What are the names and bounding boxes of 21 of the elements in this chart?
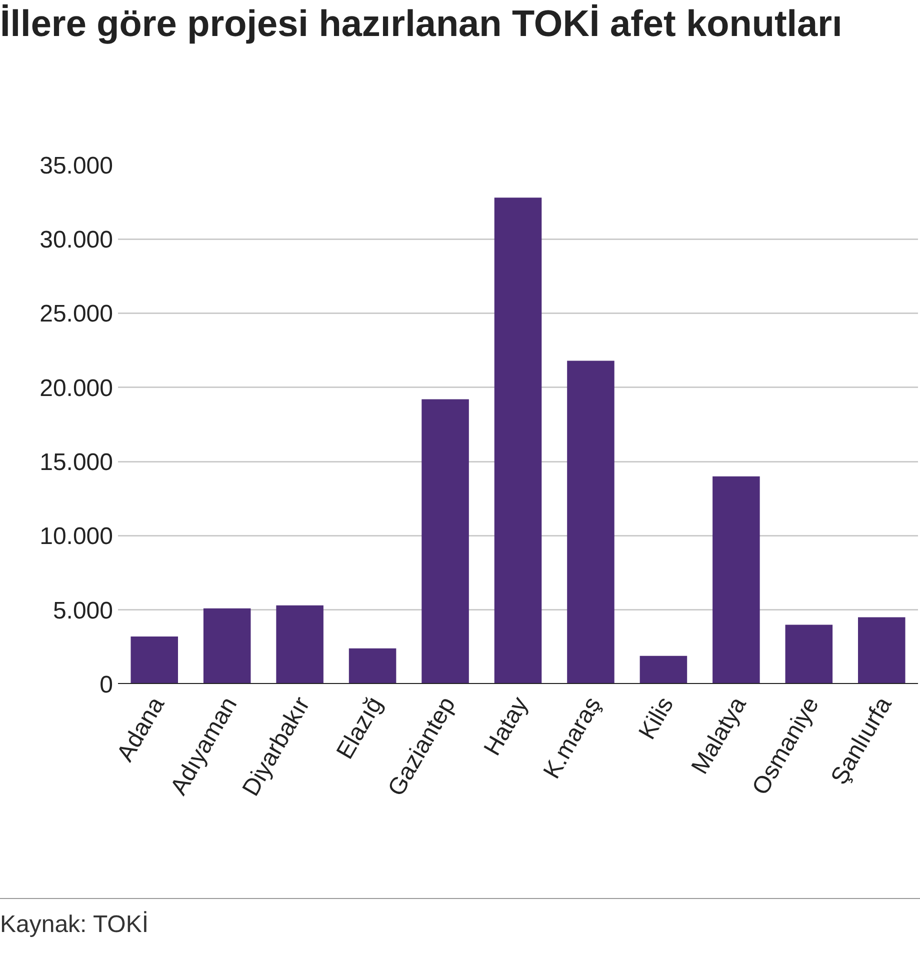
y-tick-label: 5.000 <box>52 597 113 624</box>
y-tick-label: 25.000 <box>40 300 113 328</box>
bar <box>640 656 688 684</box>
y-tick-label: 10.000 <box>40 523 113 550</box>
bar <box>422 399 469 684</box>
bar <box>785 624 833 684</box>
y-tick-label: 0 <box>100 671 113 698</box>
y-tick-label: 20.000 <box>40 374 113 402</box>
bar <box>203 608 251 684</box>
bar <box>494 198 542 684</box>
bar <box>276 605 324 684</box>
y-tick-label: 15.000 <box>40 448 113 476</box>
y-tick-label: 35.000 <box>40 152 113 180</box>
y-tick-label: 30.000 <box>40 226 113 254</box>
text: Kaynak: TOKİ <box>0 898 920 939</box>
bar <box>567 360 614 684</box>
bar <box>858 617 906 684</box>
bar <box>712 476 760 684</box>
bar <box>130 636 178 684</box>
bar <box>348 648 396 684</box>
chart-title: İllere göre projesi hazırlanan TOKİ afet konutları <box>0 2 844 46</box>
